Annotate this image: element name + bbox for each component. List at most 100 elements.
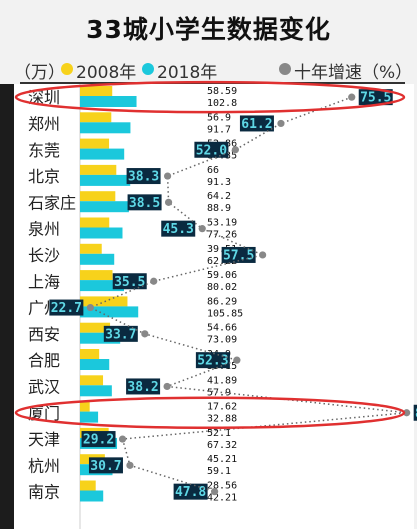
growth-point <box>211 488 219 496</box>
chart-title: 33城小学生数据变化 <box>86 15 331 44</box>
category-label: 郑州 <box>28 114 60 133</box>
growth-label: 38.5 <box>129 196 160 211</box>
growth-label: 52.0 <box>196 143 227 158</box>
value-label-2018: 77.26 <box>207 230 237 241</box>
bar-2008 <box>80 112 112 123</box>
value-label-2018: 91.7 <box>207 124 231 135</box>
bar-2018 <box>80 122 131 134</box>
growth-label: 22.7 <box>51 301 82 316</box>
growth-point <box>163 172 172 180</box>
growth-point <box>231 146 239 154</box>
category-label: 武汉 <box>28 377 60 396</box>
growth-label-box <box>358 89 393 106</box>
growth-point <box>259 251 267 259</box>
bar-2018 <box>80 201 129 213</box>
growth-label-box <box>126 378 161 395</box>
value-label-2018: 105.85 <box>207 308 243 319</box>
value-label-2008: 17.62 <box>207 402 237 413</box>
growth-label-box <box>126 168 161 185</box>
bar-2018 <box>80 359 110 370</box>
value-label-2008: 41.89 <box>207 375 237 386</box>
bar-2008 <box>80 138 110 149</box>
growth-label: 29.2 <box>83 433 114 448</box>
category-label: 厦门 <box>28 404 60 423</box>
legend-2018-swatch <box>142 63 154 75</box>
category-label: 南京 <box>28 483 60 502</box>
chart-row: 长沙39.5162.2257.5 <box>28 243 256 267</box>
category-label: 东莞 <box>28 141 60 160</box>
category-label: 石家庄 <box>28 193 76 212</box>
growth-point <box>118 435 127 443</box>
legend-growth-swatch <box>279 63 291 75</box>
bar-2008 <box>80 270 113 281</box>
left-strip <box>0 84 14 529</box>
growth-label: 75.5 <box>360 91 391 106</box>
value-label-2018: 42.21 <box>207 493 237 504</box>
legend-2008-label: 2008年 <box>76 63 137 83</box>
highlight-ellipse <box>14 80 406 114</box>
bar-2018 <box>80 280 125 292</box>
bar-2018 <box>80 227 123 239</box>
value-label-2008: 53.19 <box>207 218 237 229</box>
value-label-2008: 56.9 <box>207 112 231 123</box>
bar-2008 <box>80 191 116 202</box>
growth-label: 30.7 <box>90 459 121 474</box>
category-label: 天津 <box>28 430 60 449</box>
bar-2008 <box>80 322 111 333</box>
bar-2018 <box>80 96 137 107</box>
bar-2008 <box>80 243 102 254</box>
bar-2018 <box>80 148 125 160</box>
value-label-2018: 67.32 <box>207 440 237 451</box>
growth-label-box <box>194 141 229 158</box>
growth-point <box>198 225 206 233</box>
growth-label-box <box>49 299 84 316</box>
value-label-2018: 80.02 <box>207 282 237 293</box>
bar-2008 <box>80 86 113 96</box>
bar-2018 <box>80 174 131 186</box>
growth-point <box>86 303 94 312</box>
growth-label: 45.3 <box>163 222 194 237</box>
growth-label-box <box>88 457 123 474</box>
growth-label-box <box>413 404 417 421</box>
bar-2008 <box>80 164 117 175</box>
growth-label-box <box>239 115 274 132</box>
growth-point <box>233 356 241 364</box>
value-label-2018: 102.8 <box>207 98 237 109</box>
bar-2008 <box>80 401 90 412</box>
category-label: 长沙 <box>28 246 60 265</box>
category-label: 西安 <box>28 325 60 344</box>
category-label: 泉州 <box>28 220 60 239</box>
category-label: 杭州 <box>28 456 60 475</box>
bar-2008 <box>80 480 96 491</box>
growth-label-box <box>195 352 230 369</box>
bar-2018 <box>80 490 104 502</box>
bar-2018 <box>80 306 139 318</box>
bar-2018 <box>80 332 121 344</box>
growth-label: 35.5 <box>114 275 145 290</box>
growth-label-box <box>127 194 162 211</box>
growth-label: 38.3 <box>128 170 159 185</box>
growth-label: 38.2 <box>127 380 158 395</box>
chart-row: 石家庄 64.288.9 38.5 <box>28 191 231 214</box>
value-label-2018: 57.9 <box>207 387 231 398</box>
growth-label-box <box>112 273 147 290</box>
value-label-2008: 86.29 <box>207 296 237 307</box>
bar-2008 <box>80 375 104 386</box>
bar-2008 <box>80 349 100 359</box>
category-label: 上海 <box>28 272 60 291</box>
growth-label: 61.2 <box>241 117 272 132</box>
chart-row: 郑州 56.991.7 61.2 <box>28 112 274 135</box>
growth-point <box>141 330 149 338</box>
category-label: 北京 <box>28 167 60 186</box>
growth-point <box>403 409 411 417</box>
